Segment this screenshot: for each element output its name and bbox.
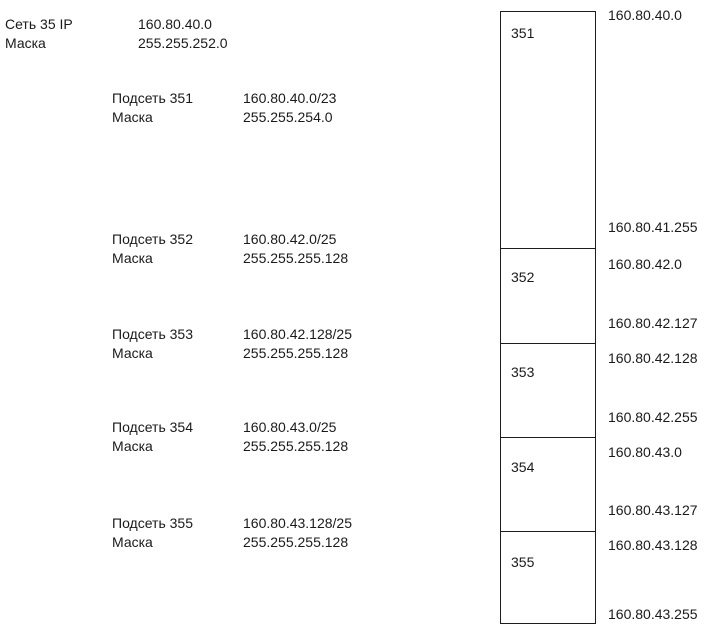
range-label-355-start: 160.80.43.128: [608, 537, 698, 553]
range-label-352-start: 160.80.42.0: [608, 256, 682, 272]
subnet-mask-value: 255.255.255.128: [243, 345, 349, 361]
subnet-mask-value: 255.255.254.0: [243, 109, 333, 125]
subnet-cidr: 160.80.42.128/25: [243, 326, 352, 342]
subnet-name-label: Подсеть 354: [112, 419, 193, 435]
subnet-box-355: 355: [501, 531, 595, 623]
subnet-mask-value: 255.255.255.128: [243, 438, 349, 454]
subnet-name-label: Подсеть 355: [112, 515, 193, 531]
subnet-cidr: 160.80.42.0/25: [243, 231, 337, 247]
subnet-box-label: 351: [511, 25, 535, 41]
subnet-name-label: Подсеть 352: [112, 231, 193, 247]
subnet-box-353: 353: [501, 343, 595, 437]
subnet-mask-label: Маска: [112, 345, 153, 361]
subnet-info-351: Подсеть 351 160.80.40.0/23 Маска 255.255…: [112, 89, 336, 127]
subnet-mask-label: Маска: [112, 438, 153, 454]
subnet-box-label: 352: [511, 269, 535, 285]
range-label-351-end: 160.80.41.255: [608, 219, 698, 235]
subnet-info-355: Подсеть 355 160.80.43.128/25 Маска 255.2…: [112, 514, 352, 552]
network-mask-value: 255.255.252.0: [138, 35, 228, 51]
subnet-info-354: Подсеть 354 160.80.43.0/25 Маска 255.255…: [112, 418, 348, 456]
subnet-mask-value: 255.255.255.128: [243, 534, 349, 550]
subnet-info-352: Подсеть 352 160.80.42.0/25 Маска 255.255…: [112, 230, 348, 268]
subnet-mask-value: 255.255.255.128: [243, 250, 349, 266]
subnet-box-label: 354: [511, 459, 535, 475]
range-label-352-end: 160.80.42.127: [608, 315, 698, 331]
subnet-box-351: 351: [501, 12, 595, 248]
network-mask-label: Маска: [5, 35, 46, 51]
subnet-mask-label: Маска: [112, 109, 153, 125]
range-label-353-start: 160.80.42.128: [608, 350, 698, 366]
subnet-diagram: 351 352 353 354 355: [500, 11, 596, 624]
network-name-label: Сеть 35 IP: [5, 16, 73, 32]
network-info: Сеть 35 IP 160.80.40.0 Маска 255.255.252…: [5, 15, 228, 53]
range-label-354-start: 160.80.43.0: [608, 444, 682, 460]
subnet-mask-label: Маска: [112, 534, 153, 550]
subnet-box-354: 354: [501, 437, 595, 531]
range-label-351-start: 160.80.40.0: [608, 7, 682, 23]
range-label-353-end: 160.80.42.255: [608, 409, 698, 425]
subnet-cidr: 160.80.43.128/25: [243, 515, 352, 531]
subnet-name-label: Подсеть 353: [112, 326, 193, 342]
subnet-box-label: 353: [511, 364, 535, 380]
subnet-box-label: 355: [511, 554, 535, 570]
range-label-354-end: 160.80.43.127: [608, 502, 698, 518]
range-label-355-end: 160.80.43.255: [608, 606, 698, 622]
network-address: 160.80.40.0: [138, 16, 212, 32]
subnet-cidr: 160.80.43.0/25: [243, 419, 337, 435]
subnet-info-353: Подсеть 353 160.80.42.128/25 Маска 255.2…: [112, 325, 352, 363]
subnet-mask-label: Маска: [112, 250, 153, 266]
subnet-cidr: 160.80.40.0/23: [243, 90, 337, 106]
subnet-name-label: Подсеть 351: [112, 90, 193, 106]
subnet-box-352: 352: [501, 248, 595, 343]
